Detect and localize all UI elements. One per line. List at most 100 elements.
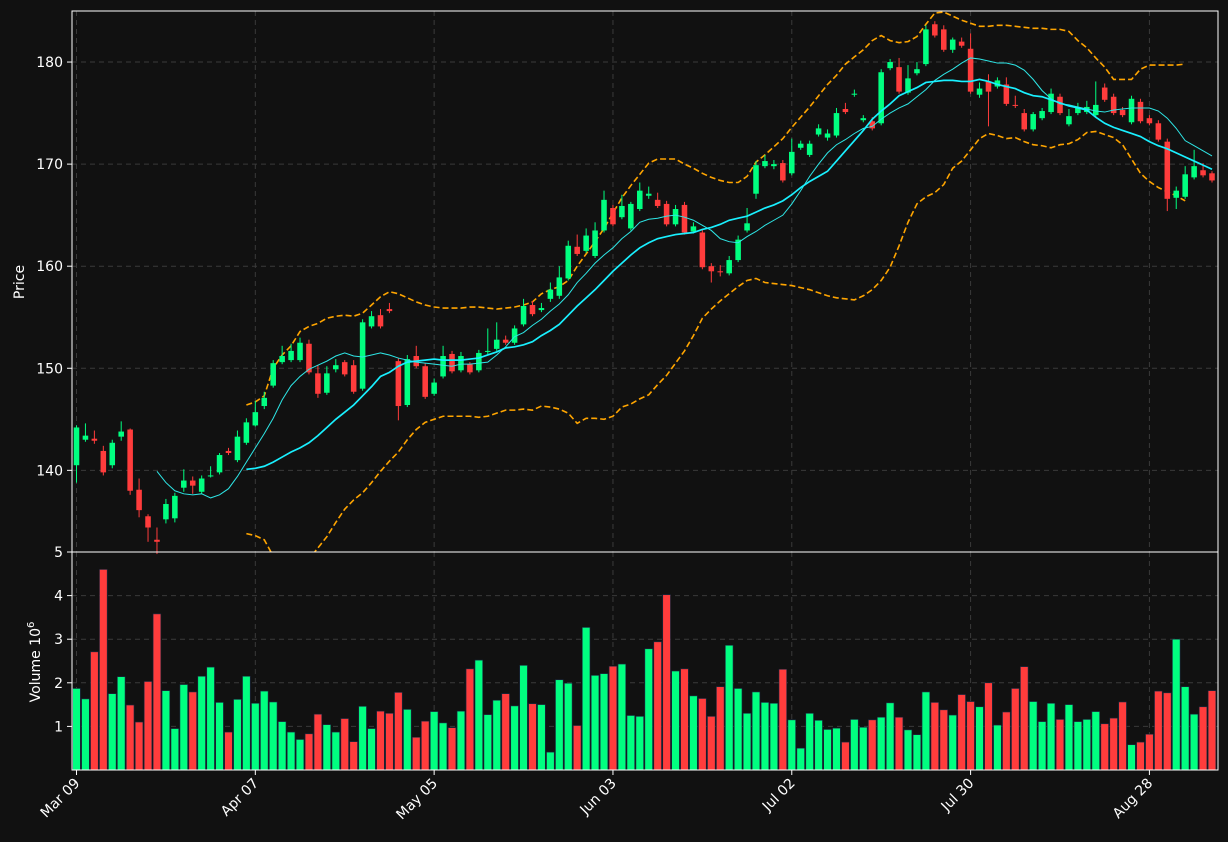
volume-bar [1163,692,1172,771]
volume-bar [510,705,519,771]
candle [815,124,822,137]
candle [431,378,437,396]
candle-body [73,427,80,466]
volume-bars [72,569,1217,771]
candle-body [476,352,482,371]
candle-body [824,133,831,138]
candle [789,138,795,176]
volume-bar [170,728,179,771]
volume-bar [143,681,153,771]
price-tick-label: 170 [36,157,63,173]
candle [538,302,545,313]
volume-bar [1046,702,1056,771]
candle-body [789,151,795,174]
volume-bar [671,670,680,771]
candle [905,65,911,95]
volume-bar [1082,719,1091,771]
candle [914,62,920,76]
candle-body [243,422,250,443]
candle [306,339,312,375]
volume-bar [814,719,823,771]
candle [645,186,652,199]
candle-body [654,199,661,206]
volume-bar [1145,733,1154,771]
candle-body [145,516,151,528]
candle [878,69,884,126]
candle-body [753,165,759,194]
candle [628,201,634,231]
volume-bar [966,701,975,771]
candle-body [485,350,491,352]
candle-body [207,475,214,477]
candle [681,201,688,235]
candle [333,359,339,373]
candle-body [878,72,884,124]
candle [449,350,455,374]
candles [73,21,1215,555]
volume-bar [528,703,537,771]
candle-body [395,361,402,407]
candle-body [1110,96,1117,114]
volume-bar [939,709,948,771]
volume-bar [1198,706,1208,771]
candle [386,302,393,314]
volume-bar [447,727,457,771]
candle [1146,115,1153,126]
candle-body [225,450,232,453]
volume-bar [179,684,188,771]
candle-body [905,78,911,93]
volume-bar [1064,704,1074,771]
candle [1048,88,1054,115]
candle [485,328,491,354]
candle-body [735,239,741,261]
candle-body [985,81,992,92]
volume-bar [322,724,331,771]
candle-body [932,24,938,36]
volume-bar [251,702,260,771]
volume-bar [841,741,850,771]
candle-body [1039,111,1045,119]
candle-body [887,62,893,69]
volume-bar [894,716,904,771]
candle-body [815,128,822,135]
volume-bar [859,726,868,771]
volume-bar [367,728,376,771]
candle-body [628,203,634,229]
candle-body [529,304,536,315]
volume-bar [832,727,841,771]
volume-bar [581,627,591,771]
candle [1021,108,1028,132]
candle [216,452,223,475]
candle-body [726,260,732,274]
volume-bar [385,713,394,771]
candle [136,478,142,518]
volume-bar [698,698,707,771]
volume-bar [1011,688,1020,771]
fast-moving-average-line [156,57,1213,499]
volume-bar [751,691,761,771]
candle [350,360,357,394]
candle-body [118,431,124,437]
candle [1066,108,1072,127]
candle [592,222,598,259]
candle [1057,93,1063,116]
volume-bar [286,731,296,771]
candle-body [1075,107,1081,114]
candle-body [1057,96,1063,114]
candle-body [744,223,750,231]
candle-body [708,266,715,272]
candle-body [806,143,813,155]
volume-bar [573,725,582,771]
candle-body [511,328,518,343]
volume-bar [653,641,662,771]
volume-bar [1020,666,1029,771]
candle [762,154,768,169]
price-tick-label: 160 [36,259,63,275]
candle [797,140,804,150]
volume-bar [599,673,609,771]
candle-body [216,455,223,473]
candle-body [404,359,411,406]
candle-body [1164,141,1171,199]
candle-body [1128,98,1135,123]
candle [994,77,1001,89]
